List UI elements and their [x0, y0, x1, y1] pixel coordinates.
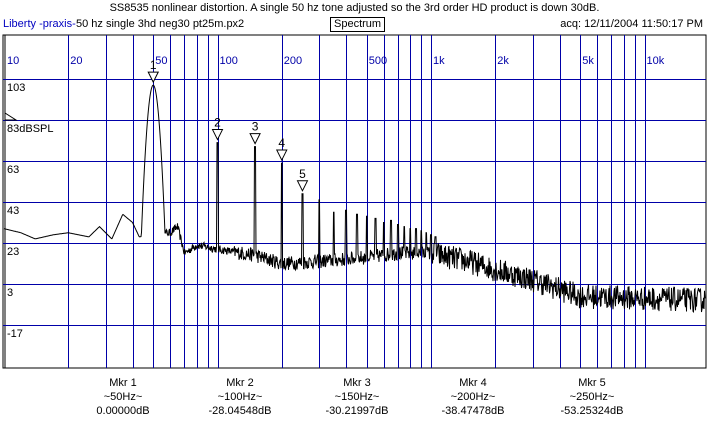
filename-label: 50 hz single 3hd neg30 pt25m.px2 [76, 18, 245, 30]
marker-value: -28.04548dB [208, 405, 272, 417]
chart-title: SS8535 nonlinear distortion. A single 50… [109, 2, 600, 14]
reference-level-icon [4, 112, 18, 121]
y-tick-label: 3 [7, 287, 13, 299]
marker-2-label: 2 [214, 116, 221, 130]
acquisition-timestamp: acq: 12/11/2004 11:50:17 PM [560, 18, 703, 30]
marker-name: Mkr 2 [226, 377, 254, 389]
marker-2-triangle-icon [211, 129, 224, 141]
x-tick-label: 200 [284, 55, 302, 67]
marker-freq: ~100Hz~ [217, 391, 263, 403]
y-tick-label: 43 [7, 205, 19, 217]
x-tick-label: 1k [433, 55, 445, 67]
marker-4-triangle-icon [275, 149, 288, 162]
y-tick-label: -17 [7, 328, 23, 340]
marker-name: Mkr 5 [578, 377, 606, 389]
y-tick-label: 63 [7, 164, 19, 176]
marker-freq: ~50Hz~ [103, 391, 143, 403]
y-tick-label: 103 [7, 82, 25, 94]
marker-5-label: 5 [299, 167, 306, 181]
marker-readout-5: Mkr 5 ~250Hz~ -53.25324dB [537, 376, 647, 418]
marker-freq: ~250Hz~ [569, 391, 615, 403]
marker-readout-3: Mkr 3 ~150Hz~ -30.21997dB [302, 376, 412, 418]
marker-name: Mkr 1 [109, 377, 137, 389]
x-tick-label: 500 [369, 55, 387, 67]
marker-freq: ~150Hz~ [334, 391, 380, 403]
marker-value: -53.25324dB [560, 405, 624, 417]
x-tick-label: 10 [7, 55, 19, 67]
marker-readout-1: Mkr 1 ~50Hz~ 0.00000dB [68, 376, 178, 418]
marker-name: Mkr 4 [459, 377, 487, 389]
marker-value: 0.00000dB [96, 405, 150, 417]
organization-label: Liberty -praxis- [3, 18, 76, 30]
marker-3-label: 3 [252, 120, 259, 134]
plot-border [2, 34, 707, 369]
marker-1-label: 1 [150, 58, 157, 72]
spectrum-button[interactable]: Spectrum [330, 17, 386, 32]
marker-3-triangle-icon [249, 133, 261, 145]
spectrum-trace [3, 84, 706, 313]
marker-freq: ~200Hz~ [450, 391, 496, 403]
marker-value: -30.21997dB [325, 405, 389, 417]
x-tick-label: 20 [70, 55, 82, 67]
marker-1-triangle-icon [147, 71, 160, 84]
marker-name: Mkr 3 [343, 377, 371, 389]
marker-readout-4: Mkr 4 ~200Hz~ -38.47478dB [418, 376, 528, 418]
x-tick-label: 10k [647, 55, 665, 67]
y-tick-label: 23 [7, 246, 19, 258]
marker-readout-2: Mkr 2 ~100Hz~ -28.04548dB [185, 376, 295, 418]
y-tick-label: 83dBSPL [7, 123, 53, 135]
x-tick-label: 2k [497, 55, 509, 67]
marker-5-triangle-icon [296, 180, 309, 192]
marker-4-label: 4 [278, 136, 285, 150]
x-tick-label: 100 [220, 55, 238, 67]
x-tick-label: 50 [155, 55, 167, 67]
marker-value: -38.47478dB [441, 405, 505, 417]
x-tick-label: 5k [582, 55, 594, 67]
